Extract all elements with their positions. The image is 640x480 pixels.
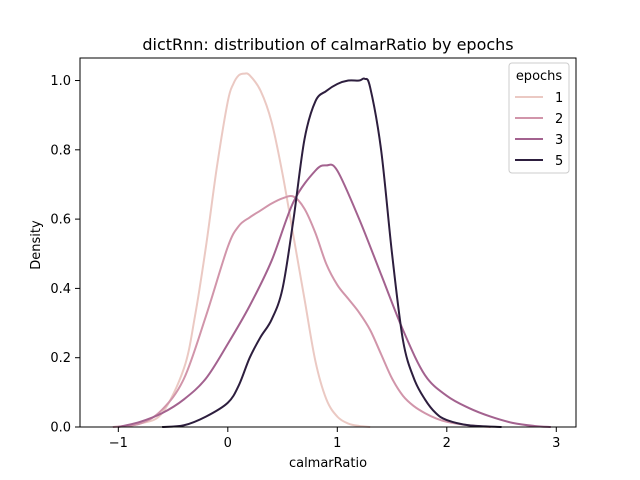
legend-label: 3 <box>555 133 563 148</box>
axes-frame <box>79 57 577 428</box>
legend-label: 1 <box>555 91 563 106</box>
series-1-line <box>118 72 371 428</box>
plot-area: −1 0 1 2 3 0.0 0.2 0.4 0.6 0.8 1.0 <box>50 57 577 451</box>
y-tick-label: 0.2 <box>50 351 71 366</box>
x-tick-label: 1 <box>333 436 341 451</box>
legend: epochs 1 2 3 5 <box>508 62 570 174</box>
y-tick-label: 1.0 <box>50 74 71 89</box>
y-tick-label: 0.8 <box>50 143 71 158</box>
series-3-line <box>118 163 551 428</box>
x-axis-label: calmarRatio <box>289 456 367 471</box>
legend-title: epochs <box>516 69 563 84</box>
x-tick-label: −1 <box>109 436 128 451</box>
series-2-line <box>112 194 491 428</box>
series-5-line <box>162 77 502 428</box>
legend-label: 2 <box>555 112 563 127</box>
y-tick-label: 0.4 <box>50 282 71 297</box>
x-tick-label: 3 <box>552 436 560 451</box>
x-tick-label: 0 <box>224 436 232 451</box>
y-tick-label: 0.6 <box>50 213 71 228</box>
y-tick-label: 0.0 <box>50 421 71 436</box>
legend-label: 5 <box>555 154 563 169</box>
x-tick-label: 2 <box>443 436 451 451</box>
y-axis-label: Density <box>29 220 44 270</box>
chart-title: dictRnn: distribution of calmarRatio by … <box>142 35 513 54</box>
